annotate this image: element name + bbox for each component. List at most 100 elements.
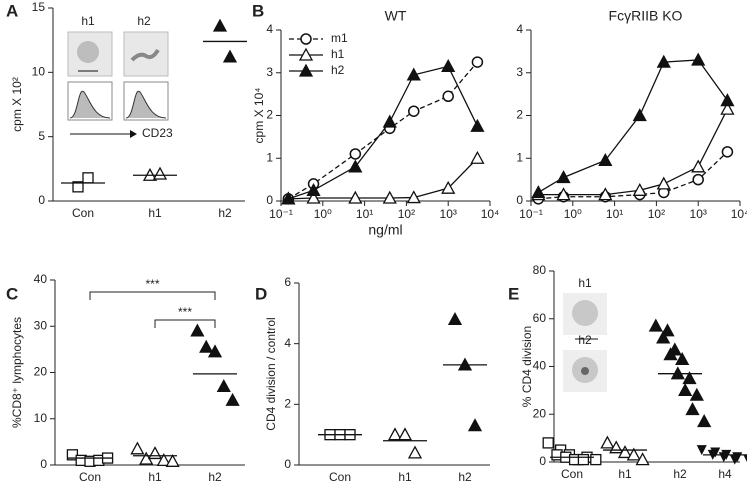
x-tick-label: h1	[618, 467, 632, 481]
marker	[691, 52, 706, 66]
marker	[382, 114, 397, 128]
y-tick-label: 40	[34, 272, 48, 286]
inset-curve	[69, 90, 111, 119]
y-tick-label: 5	[38, 129, 45, 143]
marker	[199, 339, 214, 353]
y-axis-label: cpm X 10⁴	[252, 88, 266, 144]
marker	[600, 435, 615, 449]
y-tick-label: 0	[284, 457, 291, 471]
x-tick-label: 10⁰	[564, 207, 582, 221]
x-tick-label: 10⁴	[481, 207, 500, 221]
legend-marker	[298, 63, 314, 77]
marker	[82, 172, 94, 184]
marker	[632, 182, 647, 196]
x-tick-label: 10⁰	[314, 207, 332, 221]
marker	[689, 387, 704, 401]
marker	[470, 150, 485, 164]
marker	[656, 330, 671, 344]
axes	[54, 280, 245, 466]
y-tick-label: 2	[516, 108, 523, 122]
x-tick-label: Con	[329, 470, 351, 484]
y-tick-label: 0	[266, 193, 273, 207]
y-tick-label: 80	[533, 263, 547, 277]
bracket	[154, 319, 216, 328]
y-tick-label: 0	[40, 457, 47, 471]
x-tick-label: 10¹	[356, 207, 373, 221]
x-tick-label: 10²	[398, 207, 415, 221]
marker	[720, 93, 735, 107]
marker	[408, 105, 420, 117]
marker	[165, 453, 180, 467]
x-tick-label: h2	[458, 470, 472, 484]
marker	[407, 445, 423, 459]
marker	[216, 379, 231, 393]
inset-label: h1	[81, 14, 95, 28]
marker	[697, 414, 712, 428]
marker	[632, 108, 647, 122]
marker	[692, 173, 704, 186]
y-tick-label: 0	[38, 193, 45, 207]
panel-letter: B	[252, 1, 264, 20]
panel-letter: D	[255, 284, 267, 303]
y-tick-label: 20	[533, 406, 547, 420]
inset-label: h2	[578, 333, 592, 347]
marker	[441, 58, 456, 72]
marker	[598, 187, 613, 201]
y-tick-label: 2	[284, 397, 291, 411]
bracket	[89, 291, 216, 300]
series-line	[288, 65, 479, 200]
marker	[721, 146, 734, 158]
marker	[696, 445, 707, 456]
panel-letter: A	[6, 1, 18, 20]
legend-label: h1	[331, 47, 345, 61]
marker	[682, 371, 697, 385]
x-tick-label: 10²	[648, 207, 665, 221]
y-tick-label: 40	[533, 359, 547, 373]
marker	[207, 344, 223, 358]
x-tick-label: 10³	[690, 207, 707, 221]
x-tick-label: h1	[148, 206, 162, 220]
marker	[348, 159, 363, 173]
marker	[190, 323, 205, 337]
marker	[471, 56, 484, 68]
marker	[663, 347, 678, 361]
marker	[225, 392, 240, 406]
y-tick-label: 10	[34, 411, 48, 425]
inset-label: CD23	[142, 126, 173, 140]
marker	[470, 118, 485, 132]
series-line	[538, 59, 728, 194]
marker	[306, 182, 321, 196]
marker	[556, 187, 571, 201]
y-tick-label: 60	[533, 311, 547, 325]
marker	[635, 452, 650, 466]
marker	[617, 445, 633, 459]
marker	[222, 49, 238, 63]
significance: ***	[178, 305, 192, 319]
marker	[387, 427, 403, 441]
marker	[406, 67, 421, 81]
legend-marker	[300, 33, 312, 45]
marker	[590, 453, 602, 466]
marker	[720, 101, 735, 115]
marker	[349, 148, 362, 160]
marker	[675, 351, 690, 365]
marker	[406, 190, 421, 204]
marker	[598, 153, 613, 167]
panel-letter: C	[6, 284, 18, 303]
marker	[678, 383, 693, 397]
marker	[729, 454, 740, 465]
marker	[156, 453, 171, 467]
marker	[467, 418, 483, 432]
significance: ***	[145, 277, 159, 291]
y-tick-label: 0	[516, 193, 523, 207]
marker	[348, 190, 363, 204]
marker	[656, 176, 671, 190]
x-tick-label: 10³	[440, 207, 457, 221]
marker	[212, 18, 228, 32]
x-tick-label: h1	[148, 470, 162, 484]
y-tick-label: 4	[284, 336, 291, 350]
marker	[691, 159, 706, 173]
x-tick-label: h4	[718, 467, 732, 481]
x-tick-label: 10⁻¹	[269, 207, 293, 221]
y-tick-label: 2	[266, 108, 273, 122]
